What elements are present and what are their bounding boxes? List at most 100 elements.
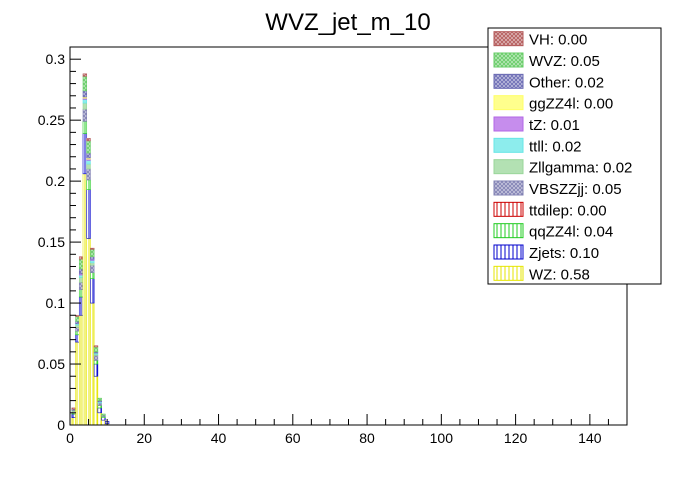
bar-wvz-bin-3	[78, 258, 84, 270]
bar-wvz-bin-6	[90, 249, 95, 258]
bar-wvz-bin-7	[93, 346, 99, 353]
bar-qqzz4l-bin-5	[86, 179, 91, 190]
legend-entry-label: WZ: 0.58	[529, 266, 590, 283]
bar-zllgamma-bin-3	[78, 277, 84, 283]
bar-ttll-bin-6	[90, 260, 95, 264]
bar-wvz-bin-4	[82, 75, 88, 92]
legend-swatch	[493, 31, 524, 47]
bar-zjets-bin-5	[86, 189, 91, 239]
x-tick-label: 100	[430, 430, 454, 446]
bar-qqzz4l-bin-3	[78, 289, 84, 298]
bar-other-bin-6	[90, 256, 95, 260]
bar-zllgamma-bin-4	[82, 102, 88, 110]
bar-zllgamma-bin-2	[75, 324, 80, 328]
bar-vh-bin-5	[86, 138, 91, 142]
bar-wz-bin-2	[75, 341, 80, 426]
bar-wz-bin-3	[78, 314, 84, 426]
legend-entry-label: tZ: 0.01	[529, 117, 580, 134]
bar-qqzz4l-bin-7	[93, 360, 99, 365]
bar-other-bin-4	[82, 90, 88, 98]
bar-other-bin-2	[75, 321, 80, 325]
legend-swatch	[493, 73, 524, 89]
y-tick-label: 0.1	[46, 295, 66, 311]
x-tick-label: 140	[578, 430, 602, 446]
legend-swatch	[493, 137, 524, 153]
y-tick-label: 0.15	[38, 234, 65, 250]
bar-wvz-bin-9	[101, 413, 106, 416]
bar-qqzz4l-bin-6	[90, 272, 95, 279]
bar-wz-bin-8	[97, 412, 102, 426]
legend-entry-label: ttdilep: 0.00	[529, 202, 607, 219]
bar-vbszzjj-bin-8	[97, 402, 102, 406]
bar-zjets-bin-7	[93, 363, 99, 377]
legend-swatch	[493, 223, 524, 239]
bar-vh-bin-6	[90, 247, 95, 250]
bar-zjets-bin-6	[90, 278, 95, 304]
x-tick-label: 40	[211, 430, 227, 446]
bar-zllgamma-bin-6	[90, 262, 95, 266]
chart-title: WVZ_jet_m_10	[265, 9, 430, 36]
bar-vbszzjj-bin-7	[93, 355, 99, 361]
legend-swatch	[493, 95, 524, 111]
legend-entry-label: VBSZZjj: 0.05	[529, 181, 622, 198]
legend-entry-label: Zjets: 0.10	[529, 245, 599, 262]
y-tick-label: 0.25	[38, 112, 65, 128]
legend-entry-label: Zllgamma: 0.02	[529, 160, 632, 177]
bar-vbszzjj-bin-5	[86, 168, 91, 181]
bar-ttll-bin-5	[86, 160, 91, 165]
bar-zjets-bin-8	[97, 407, 102, 414]
bar-zjets-bin-1	[71, 413, 76, 418]
bar-wz-bin-1	[71, 417, 76, 426]
bars-layer	[71, 73, 110, 426]
bar-vbszzjj-bin-3	[78, 282, 84, 290]
bar-qqzz4l-bin-4	[82, 121, 88, 134]
y-tick-label: 0	[57, 417, 65, 433]
y-tick-label: 0.3	[46, 51, 66, 67]
bar-vbszzjj-bin-2	[75, 327, 80, 332]
bar-ttll-bin-3	[78, 274, 84, 278]
bar-vh-bin-7	[93, 345, 99, 348]
axes-layer: 0 20 40 60 80 100 120 140 0 0.05 0.1 0.15 0.2 0.25 0.3	[38, 46, 628, 446]
bar-wz-bin-6	[90, 302, 95, 426]
x-tick-label: 120	[504, 430, 528, 446]
bar-wz-bin-7	[93, 375, 99, 426]
legend-swatch	[493, 244, 524, 260]
bar-wz-bin-5	[86, 238, 91, 426]
bar-vh-bin-3	[78, 256, 84, 260]
bar-qqzz4l-bin-2	[75, 330, 80, 336]
bar-other-bin-3	[78, 268, 84, 275]
bar-wvz-bin-8	[97, 397, 102, 401]
bar-other-bin-5	[86, 152, 91, 159]
bar-zjets-bin-3	[78, 296, 84, 316]
legend-swatch	[493, 265, 524, 281]
legend-swatch	[493, 52, 524, 68]
x-tick-label: 0	[66, 430, 74, 446]
legend-entry-label: ttll: 0.02	[529, 138, 582, 155]
legend-swatch	[493, 159, 524, 175]
bar-zjets-bin-4	[82, 133, 88, 175]
legend-entry-label: ggZZ4l: 0.00	[529, 96, 613, 113]
x-tick-label: 60	[285, 430, 301, 446]
legend-box	[487, 27, 662, 285]
bar-vh-bin-2	[75, 314, 80, 317]
legend-swatch	[493, 180, 524, 196]
bar-wvz-bin-5	[86, 140, 91, 154]
legend-entry-label: Other: 0.02	[529, 74, 604, 91]
legend-swatch	[493, 201, 524, 217]
legend-entry-label: VH: 0.00	[529, 32, 587, 49]
bar-wvz-bin-2	[75, 316, 80, 322]
bar-wz-bin-9	[101, 419, 106, 426]
x-tick-label: 20	[136, 430, 152, 446]
bar-zjets-bin-2	[75, 334, 80, 343]
bar-zjets-bin-9	[101, 417, 106, 421]
legend-entry-label: WVZ: 0.05	[529, 53, 600, 70]
legend-swatch	[493, 116, 524, 132]
legend: VH: 0.00 WVZ: 0.05 Other: 0.02 ggZZ4l: 0.00…	[487, 27, 662, 285]
bar-zllgamma-bin-5	[86, 163, 91, 170]
bar-qqzz4l-bin-8	[97, 405, 102, 409]
legend-entry-label: qqZZ4l: 0.04	[529, 224, 613, 241]
y-tick-label: 0.2	[46, 173, 66, 189]
bar-wz-bin-4	[82, 173, 88, 426]
